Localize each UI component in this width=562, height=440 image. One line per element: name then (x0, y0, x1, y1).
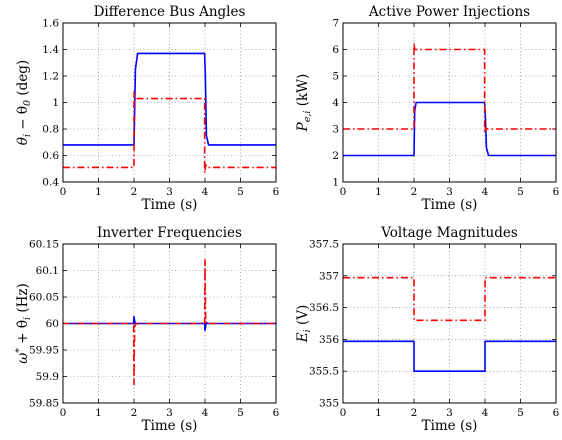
y-tick-label: 357.5 (309, 239, 339, 251)
y-tick-label: 3 (332, 124, 339, 136)
chart-title: Inverter Frequencies (97, 225, 242, 241)
x-tick-label: 0 (60, 186, 67, 198)
plot-area (343, 244, 556, 403)
x-tick-label: 5 (237, 186, 244, 198)
x-tick-label: 2 (411, 186, 418, 198)
y-tick-label: 0.8 (42, 124, 59, 136)
chart-voltage: 0 1 2 3 4 5 6 355 355.5 356 356.5 357 357.5 Voltage M… (295, 225, 560, 434)
chart-angles: 0 1 2 3 4 5 6 0.4 0.6 0.8 1 1.2 1.4 1.6 Difference Bus… (15, 4, 280, 213)
x-tick-label: 3 (166, 186, 173, 198)
x-axis-label: Time (s) (142, 418, 198, 434)
series-line-dash-dot (343, 276, 556, 322)
y-tick-label: 1.6 (42, 18, 59, 30)
x-tick-label: 4 (202, 407, 209, 419)
chart-title: Difference Bus Angles (94, 4, 246, 20)
y-tick-label: 357 (319, 270, 339, 282)
x-tick-label: 1 (375, 407, 382, 419)
y-tick-label: 1.4 (42, 44, 59, 56)
y-tick-label: 60.05 (29, 292, 59, 304)
x-tick-label: 5 (517, 407, 524, 419)
x-tick-label: 2 (131, 186, 138, 198)
series-line-solid (343, 340, 556, 373)
y-tick-label: 59.95 (29, 345, 59, 357)
y-tick-label: 60.1 (36, 265, 59, 277)
x-tick-label: 0 (60, 407, 67, 419)
chart-frequency: 0 1 2 3 4 5 6 59.85 59.9 59.95 60 60.05 60.1 60.15 Inv… (14, 225, 280, 434)
y-tick-label: 355.5 (309, 366, 339, 378)
x-tick-label: 0 (340, 186, 347, 198)
axes-frame (342, 22, 557, 183)
y-tick-label: 6 (332, 44, 339, 56)
series-line-dash-dot (63, 91, 276, 174)
y-tick-label: 355 (319, 398, 339, 410)
chart-title: Active Power Injections (368, 4, 530, 20)
x-axis-label: Time (s) (142, 197, 198, 213)
x-tick-label: 3 (446, 407, 453, 419)
series-line-dash-dot (343, 42, 556, 134)
x-axis-label: Time (s) (422, 418, 478, 434)
x-tick-label: 6 (273, 407, 280, 419)
x-tick-label: 2 (411, 407, 418, 419)
y-axis-label: Ei (V) (295, 305, 313, 343)
y-tick-label: 356.5 (309, 302, 339, 314)
y-tick-label: 60 (46, 318, 59, 330)
y-tick-label: 0.4 (42, 177, 59, 189)
x-tick-label: 4 (482, 186, 489, 198)
y-axis-label: θi − θ0 (deg) (15, 60, 33, 145)
y-tick-label: 0.6 (42, 150, 59, 162)
x-tick-label: 1 (375, 186, 382, 198)
y-tick-label: 1 (52, 97, 59, 109)
x-tick-label: 4 (482, 407, 489, 419)
x-tick-label: 6 (273, 186, 280, 198)
x-tick-label: 3 (446, 186, 453, 198)
x-tick-label: 0 (340, 407, 347, 419)
y-tick-label: 1 (332, 177, 339, 189)
y-axis-label: Pe,i (kW) (295, 74, 313, 133)
x-tick-label: 5 (237, 407, 244, 419)
y-tick-label: 60.15 (29, 239, 59, 251)
x-tick-label: 1 (95, 186, 102, 198)
x-axis-label: Time (s) (422, 197, 478, 213)
axes-frame (62, 22, 277, 183)
x-tick-label: 5 (517, 186, 524, 198)
x-tick-label: 4 (202, 186, 209, 198)
x-tick-label: 6 (553, 186, 560, 198)
x-tick-label: 3 (166, 407, 173, 419)
axes-frame (62, 243, 277, 404)
y-tick-label: 356 (319, 334, 339, 346)
y-tick-label: 4 (332, 97, 339, 109)
y-tick-label: 5 (332, 71, 339, 83)
y-tick-label: 7 (332, 18, 339, 30)
x-tick-label: 1 (95, 407, 102, 419)
axes-frame (342, 243, 557, 404)
series-line-dash-dot (63, 259, 276, 386)
y-tick-label: 1.2 (42, 71, 59, 83)
chart-title: Voltage Magnitudes (380, 225, 518, 241)
x-tick-label: 6 (553, 407, 560, 419)
y-tick-label: 2 (332, 150, 339, 162)
y-axis-label: ω* + θ̇i (Hz) (14, 283, 33, 364)
y-tick-label: 59.85 (29, 398, 59, 410)
y-tick-label: 59.9 (36, 371, 59, 383)
x-tick-label: 2 (131, 407, 138, 419)
